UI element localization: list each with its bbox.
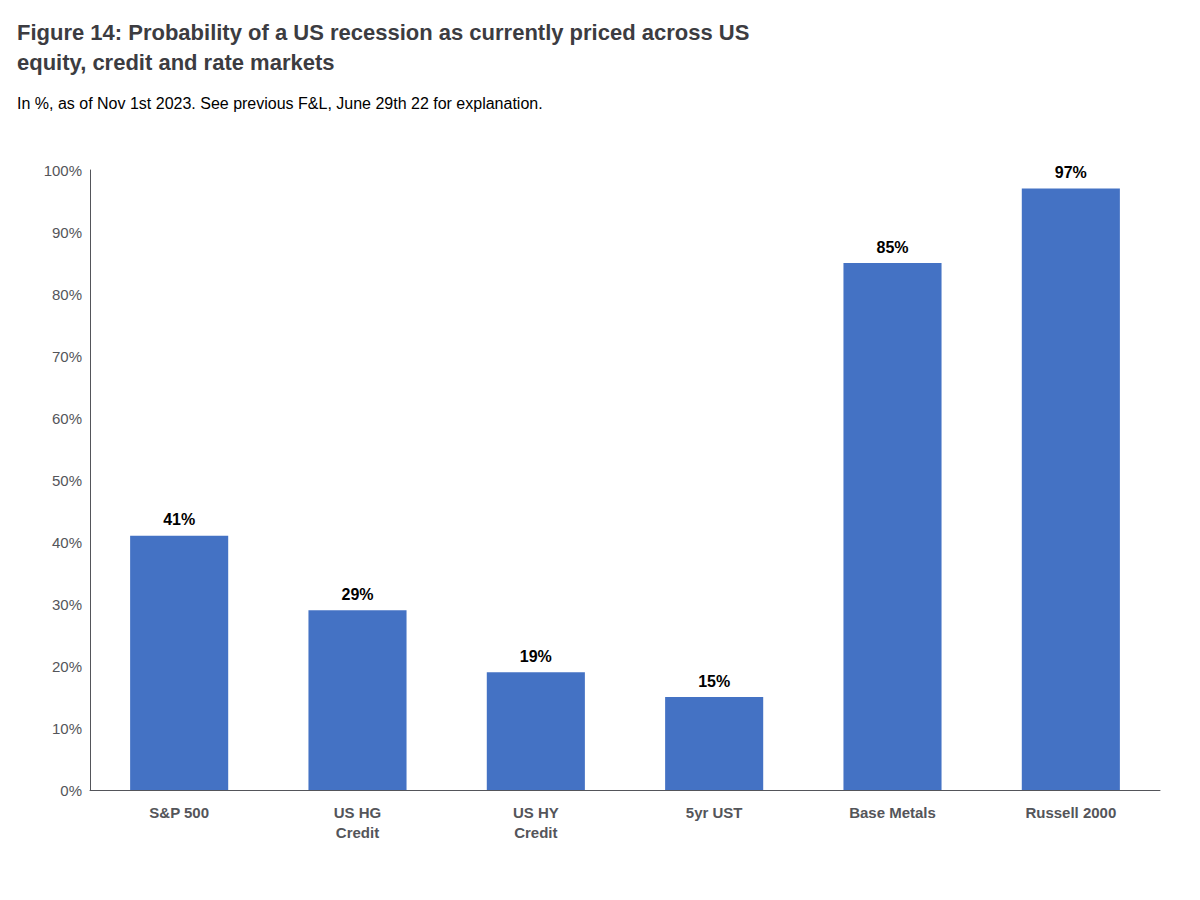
svg-text:50%: 50% bbox=[52, 472, 82, 489]
svg-text:19%: 19% bbox=[520, 648, 552, 665]
svg-text:20%: 20% bbox=[52, 658, 82, 675]
svg-text:29%: 29% bbox=[341, 586, 373, 603]
svg-text:60%: 60% bbox=[52, 410, 82, 427]
svg-text:40%: 40% bbox=[52, 534, 82, 551]
svg-text:97%: 97% bbox=[1055, 164, 1087, 181]
svg-text:85%: 85% bbox=[876, 239, 908, 256]
svg-text:US HG: US HG bbox=[334, 804, 382, 821]
svg-text:0%: 0% bbox=[60, 782, 82, 799]
svg-text:30%: 30% bbox=[52, 596, 82, 613]
svg-text:5yr UST: 5yr UST bbox=[686, 804, 743, 821]
svg-text:70%: 70% bbox=[52, 348, 82, 365]
svg-text:10%: 10% bbox=[52, 720, 82, 737]
svg-text:In %, as of Nov 1st 2023. See: In %, as of Nov 1st 2023. See previous F… bbox=[17, 95, 543, 112]
svg-text:Figure 14: Probability of a US: Figure 14: Probability of a US recession… bbox=[17, 20, 749, 45]
svg-text:equity, credit and rate market: equity, credit and rate markets bbox=[17, 50, 335, 75]
svg-text:41%: 41% bbox=[163, 511, 195, 528]
svg-text:S&P 500: S&P 500 bbox=[149, 804, 209, 821]
svg-text:Credit: Credit bbox=[336, 824, 379, 841]
svg-text:US HY: US HY bbox=[513, 804, 559, 821]
svg-text:15%: 15% bbox=[698, 673, 730, 690]
svg-text:80%: 80% bbox=[52, 286, 82, 303]
svg-text:90%: 90% bbox=[52, 224, 82, 241]
svg-text:Credit: Credit bbox=[514, 824, 557, 841]
svg-text:Russell 2000: Russell 2000 bbox=[1025, 804, 1116, 821]
svg-text:Base Metals: Base Metals bbox=[849, 804, 936, 821]
svg-text:100%: 100% bbox=[44, 162, 82, 179]
